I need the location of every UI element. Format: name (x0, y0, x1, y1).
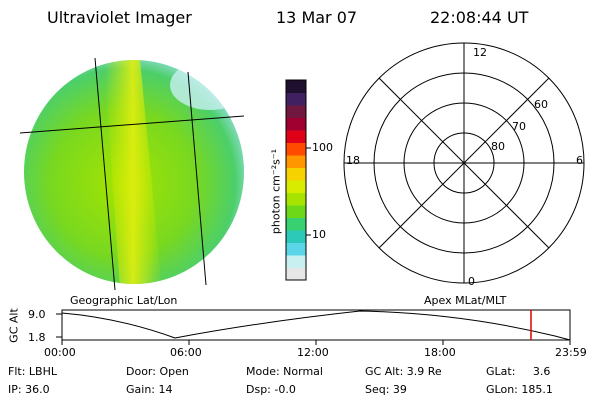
color-scale-frame (285, 79, 307, 281)
mlat-label-70: 70 (512, 120, 526, 133)
mlt-label-18: 18 (346, 154, 360, 167)
info-dsp: Dsp: -0.0 (246, 383, 296, 396)
color-scale-swatch (286, 255, 306, 268)
color-scale-swatch (286, 117, 306, 131)
gc-altitude-curve (61, 310, 571, 341)
auroral-band (104, 60, 162, 284)
polar-diagonal (378, 77, 550, 249)
grid-latitude-line (19, 115, 245, 134)
geographic-caption: Geographic Lat/Lon (70, 294, 178, 307)
colorbar-tick-10: 10 (312, 228, 326, 241)
color-scale-swatch (286, 242, 306, 256)
color-scale-swatch (286, 205, 306, 218)
info-ip: IP: 36.0 (8, 383, 50, 396)
info-glon: GLon: 185.1 (486, 383, 553, 396)
y-tick-1-8: 1.8 (28, 331, 46, 344)
mlt-label-12: 12 (473, 46, 487, 59)
color-scale-bar (286, 80, 306, 281)
info-gc-alt: GC Alt: 3.9 Re (365, 365, 442, 378)
instrument-title: Ultraviolet Imager (47, 8, 192, 27)
color-scale-swatch (286, 217, 306, 231)
info-seq: Seq: 39 (365, 383, 407, 396)
info-filter: Flt: LBHL (8, 365, 57, 378)
y-tick-9: 9.0 (28, 308, 46, 321)
color-scale-swatch (286, 105, 306, 118)
gc-alt-axis-label: GC Alt (7, 308, 21, 343)
observation-time: 22:08:44 UT (430, 8, 529, 27)
colorbar-unit-label: photon cm⁻²s⁻¹ (269, 148, 283, 235)
color-scale-swatch (286, 230, 306, 243)
polar-mlat-mlt-plot (343, 42, 585, 284)
limb-bright-region (170, 60, 244, 110)
orbit-altitude-panel (61, 309, 571, 341)
x-tick-1200: 12:00 (297, 346, 329, 359)
color-scale-swatch (286, 80, 306, 93)
x-tick-0000: 00:00 (44, 346, 76, 359)
info-glat: GLat: 3.6 (486, 365, 551, 378)
grid-longitude-line (187, 71, 207, 286)
color-scale-swatch (286, 180, 306, 193)
color-scale-swatch (286, 92, 306, 106)
mlt-label-6: 6 (576, 154, 583, 167)
x-tick-1800: 18:00 (424, 346, 456, 359)
x-tick-0600: 06:00 (170, 346, 202, 359)
color-scale-swatch (286, 192, 306, 206)
color-scale-swatch (286, 155, 306, 168)
color-scale-swatch (286, 130, 306, 143)
color-scale-swatch (286, 142, 306, 156)
color-scale-swatch (286, 167, 306, 181)
colorbar-tick-100: 100 (312, 141, 333, 154)
mlat-label-60: 60 (534, 98, 548, 111)
mlat-label-80: 80 (491, 140, 505, 153)
x-tick-2359: 23:59 (555, 346, 587, 359)
info-door: Door: Open (126, 365, 189, 378)
observation-date: 13 Mar 07 (276, 8, 358, 27)
grid-longitude-line (94, 57, 116, 291)
mlt-label-0: 0 (468, 275, 475, 288)
info-gain: Gain: 14 (126, 383, 173, 396)
uv-image-disk (19, 57, 245, 291)
info-mode: Mode: Normal (246, 365, 323, 378)
apex-caption: Apex MLat/MLT (424, 294, 507, 307)
color-scale-swatch (286, 267, 306, 281)
